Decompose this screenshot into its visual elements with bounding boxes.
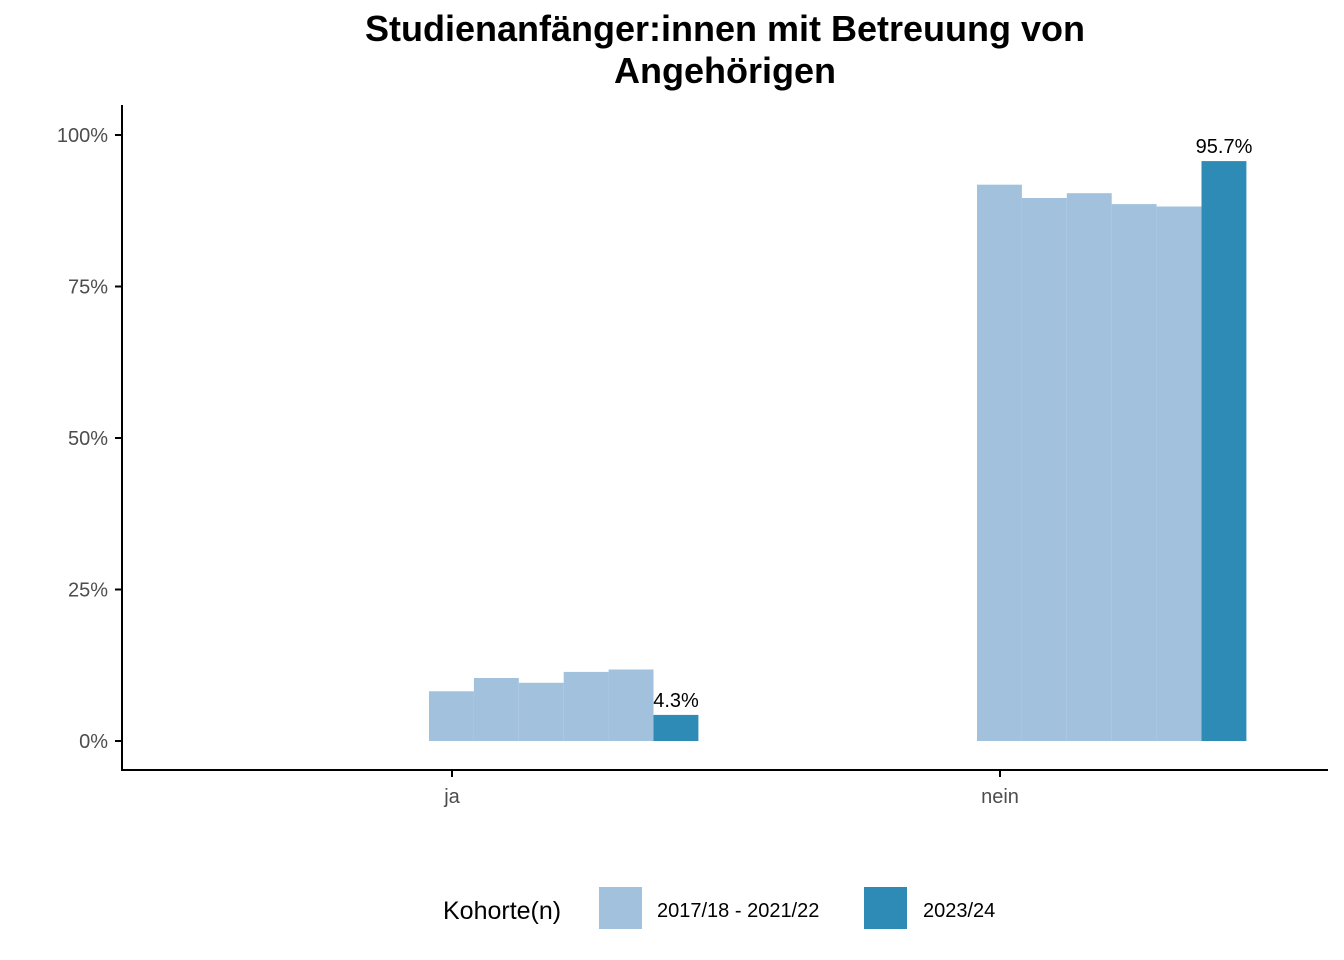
bar-nein-2: [1066, 193, 1112, 741]
bars-layer: [429, 161, 1247, 742]
bar-ja-1: [473, 678, 519, 741]
y-axis: 0% 25% 50% 75% 100%: [57, 105, 123, 771]
y-tick-label-2: 50%: [68, 428, 108, 450]
bar-ja-4: [608, 669, 654, 741]
chart-title-line-2: Angehörigen: [614, 50, 836, 91]
data-label-ja: 4.3%: [653, 690, 699, 712]
bar-ja-5: [653, 714, 699, 741]
bar-nein-4: [1156, 206, 1202, 741]
y-tick-label-4: 100%: [57, 125, 108, 147]
bar-nein-3: [1111, 204, 1157, 742]
x-tick-label-ja: ja: [443, 786, 460, 808]
legend-label-1: 2023/24: [923, 900, 995, 922]
legend-key-1: [864, 887, 907, 929]
bar-nein-0: [977, 184, 1022, 741]
legend-label-0: 2017/18 - 2021/22: [657, 900, 819, 922]
bar-nein-5: [1201, 161, 1247, 742]
y-tick-label-0: 0%: [79, 731, 108, 753]
bar-nein-1: [1021, 198, 1067, 741]
bar-labels-layer: 4.3% 95.7%: [653, 136, 1252, 712]
chart-title-line-1: Studienanfänger:innen mit Betreuung von: [364, 8, 1086, 49]
chart-title: Studienanfänger:innen mit Betreuung von …: [0, 8, 1344, 92]
legend: Kohorte(n) 2017/18 - 2021/22 2023/24: [443, 887, 995, 929]
y-tick-label-1: 25%: [68, 580, 108, 602]
bar-ja-0: [429, 691, 474, 741]
bar-ja-3: [563, 671, 609, 741]
y-tick-label-3: 75%: [68, 277, 108, 299]
x-axis: ja nein: [121, 769, 1328, 808]
x-tick-label-nein: nein: [981, 786, 1019, 808]
legend-key-0: [599, 887, 642, 929]
data-label-nein: 95.7%: [1196, 136, 1253, 158]
legend-title: Kohorte(n): [443, 897, 561, 925]
bar-ja-2: [518, 682, 564, 741]
